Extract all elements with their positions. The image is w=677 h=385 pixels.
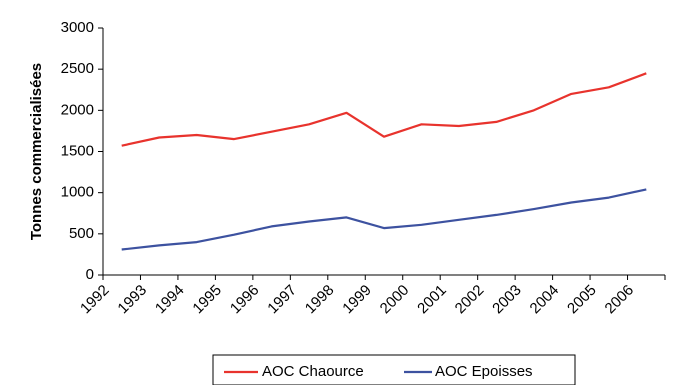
y-tick-label: 1000 xyxy=(61,184,94,201)
legend-label-1: AOC Chaource xyxy=(262,363,364,380)
y-tick-label: 2500 xyxy=(61,60,94,77)
y-axis-title-group: Tonnes commercialisées xyxy=(28,63,45,240)
legend-label-2: AOC Epoisses xyxy=(435,363,533,380)
y-tick-label: 1500 xyxy=(61,142,94,159)
axes xyxy=(102,28,665,276)
legend-box xyxy=(212,354,576,385)
y-tick-label: 2000 xyxy=(61,101,94,118)
legend: AOC Chaource AOC Epoisses xyxy=(212,354,576,385)
y-axis-ticks: 0 500 1000 1500 2000 2500 3000 xyxy=(61,19,103,283)
series-layer xyxy=(121,72,647,251)
y-tick-label: 500 xyxy=(69,225,94,242)
y-axis-title: Tonnes commercialisées xyxy=(28,63,45,240)
y-tick-label: 3000 xyxy=(61,19,94,36)
series-line-2 xyxy=(121,188,647,251)
series-line-1 xyxy=(121,72,647,147)
y-tick-label: 0 xyxy=(86,266,94,283)
